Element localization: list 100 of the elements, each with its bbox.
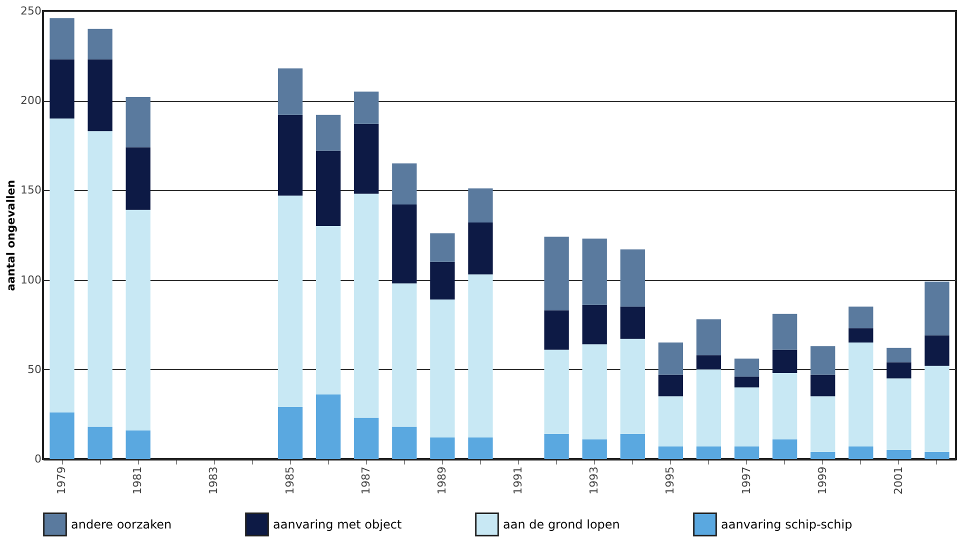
bar [810,346,836,375]
bar [658,396,684,446]
legend-label: aan de grond lopen [503,517,620,532]
bar [316,394,341,459]
bar [430,233,455,262]
bar [50,18,74,60]
bar [354,194,379,418]
bar [430,437,455,459]
bar [126,210,150,430]
x-tick-label: 1981 [131,466,144,494]
bar [658,374,684,396]
bar [316,114,341,151]
bar [88,131,112,427]
bar [772,350,798,373]
bar [810,374,836,396]
bar [848,342,874,446]
x-tick-label: 1983 [207,466,220,494]
bar [886,348,912,362]
y-tick-label: 100 [20,273,42,286]
bar [50,59,74,119]
bar [924,366,950,452]
y-tick-label: 200 [20,94,42,108]
x-tick-label: 1991 [512,466,525,494]
bar [772,439,798,459]
x-tick-label: 1995 [664,466,677,494]
bar [278,114,303,196]
bar [886,378,912,450]
bar [278,196,303,408]
bar [848,306,874,328]
y-axis-title: aantal ongevallen [4,180,18,292]
x-tick-label: 1987 [359,466,372,494]
bar [772,314,798,350]
bar [316,150,341,226]
bar [696,446,722,459]
bar [886,362,912,378]
bar [354,418,379,459]
bar [468,222,493,274]
bar [392,204,417,284]
y-tick-label: 0 [34,452,42,466]
bar [620,306,645,339]
bar [126,97,150,148]
bar [354,92,379,124]
bar [88,59,112,132]
bar [658,446,684,459]
bar [544,434,569,459]
x-tick-label: 2001 [892,466,905,494]
bar [392,283,417,427]
bar [696,369,722,446]
x-tick-label: 1989 [435,466,448,494]
bar [886,450,912,459]
bar [582,238,607,305]
bar [88,28,112,60]
bar [126,430,150,459]
bar [430,300,455,438]
bar [848,446,874,459]
bar [734,376,760,388]
bar [582,304,607,344]
bar [126,147,150,210]
bar [810,452,836,459]
bar [88,426,112,459]
legend-label: aanvaring schip-schip [721,517,852,532]
bar [620,338,645,434]
bar [468,437,493,459]
y-tick-label: 50 [28,362,42,376]
bar [354,124,379,194]
bar [316,226,341,394]
bar [392,426,417,459]
legend-label: aanvaring met object [273,517,402,532]
bar [392,163,417,205]
x-tick-label: 1985 [283,466,296,494]
bar [772,372,798,440]
bar [924,335,950,366]
bar [50,412,74,459]
bar [810,396,836,452]
bar [696,319,722,356]
bar [278,407,303,459]
bar [582,344,607,440]
bar [848,328,874,343]
bar [50,118,74,412]
bar [924,282,950,336]
y-tick-label: 150 [20,184,42,197]
legend-label: andere oorzaken [71,517,172,532]
bar [278,68,303,115]
x-tick-label: 1997 [740,466,753,494]
bar [734,387,760,446]
y-tick-label: 250 [20,4,42,18]
bar [468,274,493,438]
bar [468,188,493,222]
bar [620,249,645,307]
bar [544,350,569,434]
bar [734,446,760,459]
x-tick-label: 1993 [588,466,601,494]
bar [734,358,760,377]
x-tick-label: 1999 [816,466,829,494]
bar [544,310,569,350]
bar [658,342,684,375]
bar [430,262,455,300]
bar [696,355,722,370]
bar [582,439,607,459]
x-tick-label: 1979 [55,466,68,494]
